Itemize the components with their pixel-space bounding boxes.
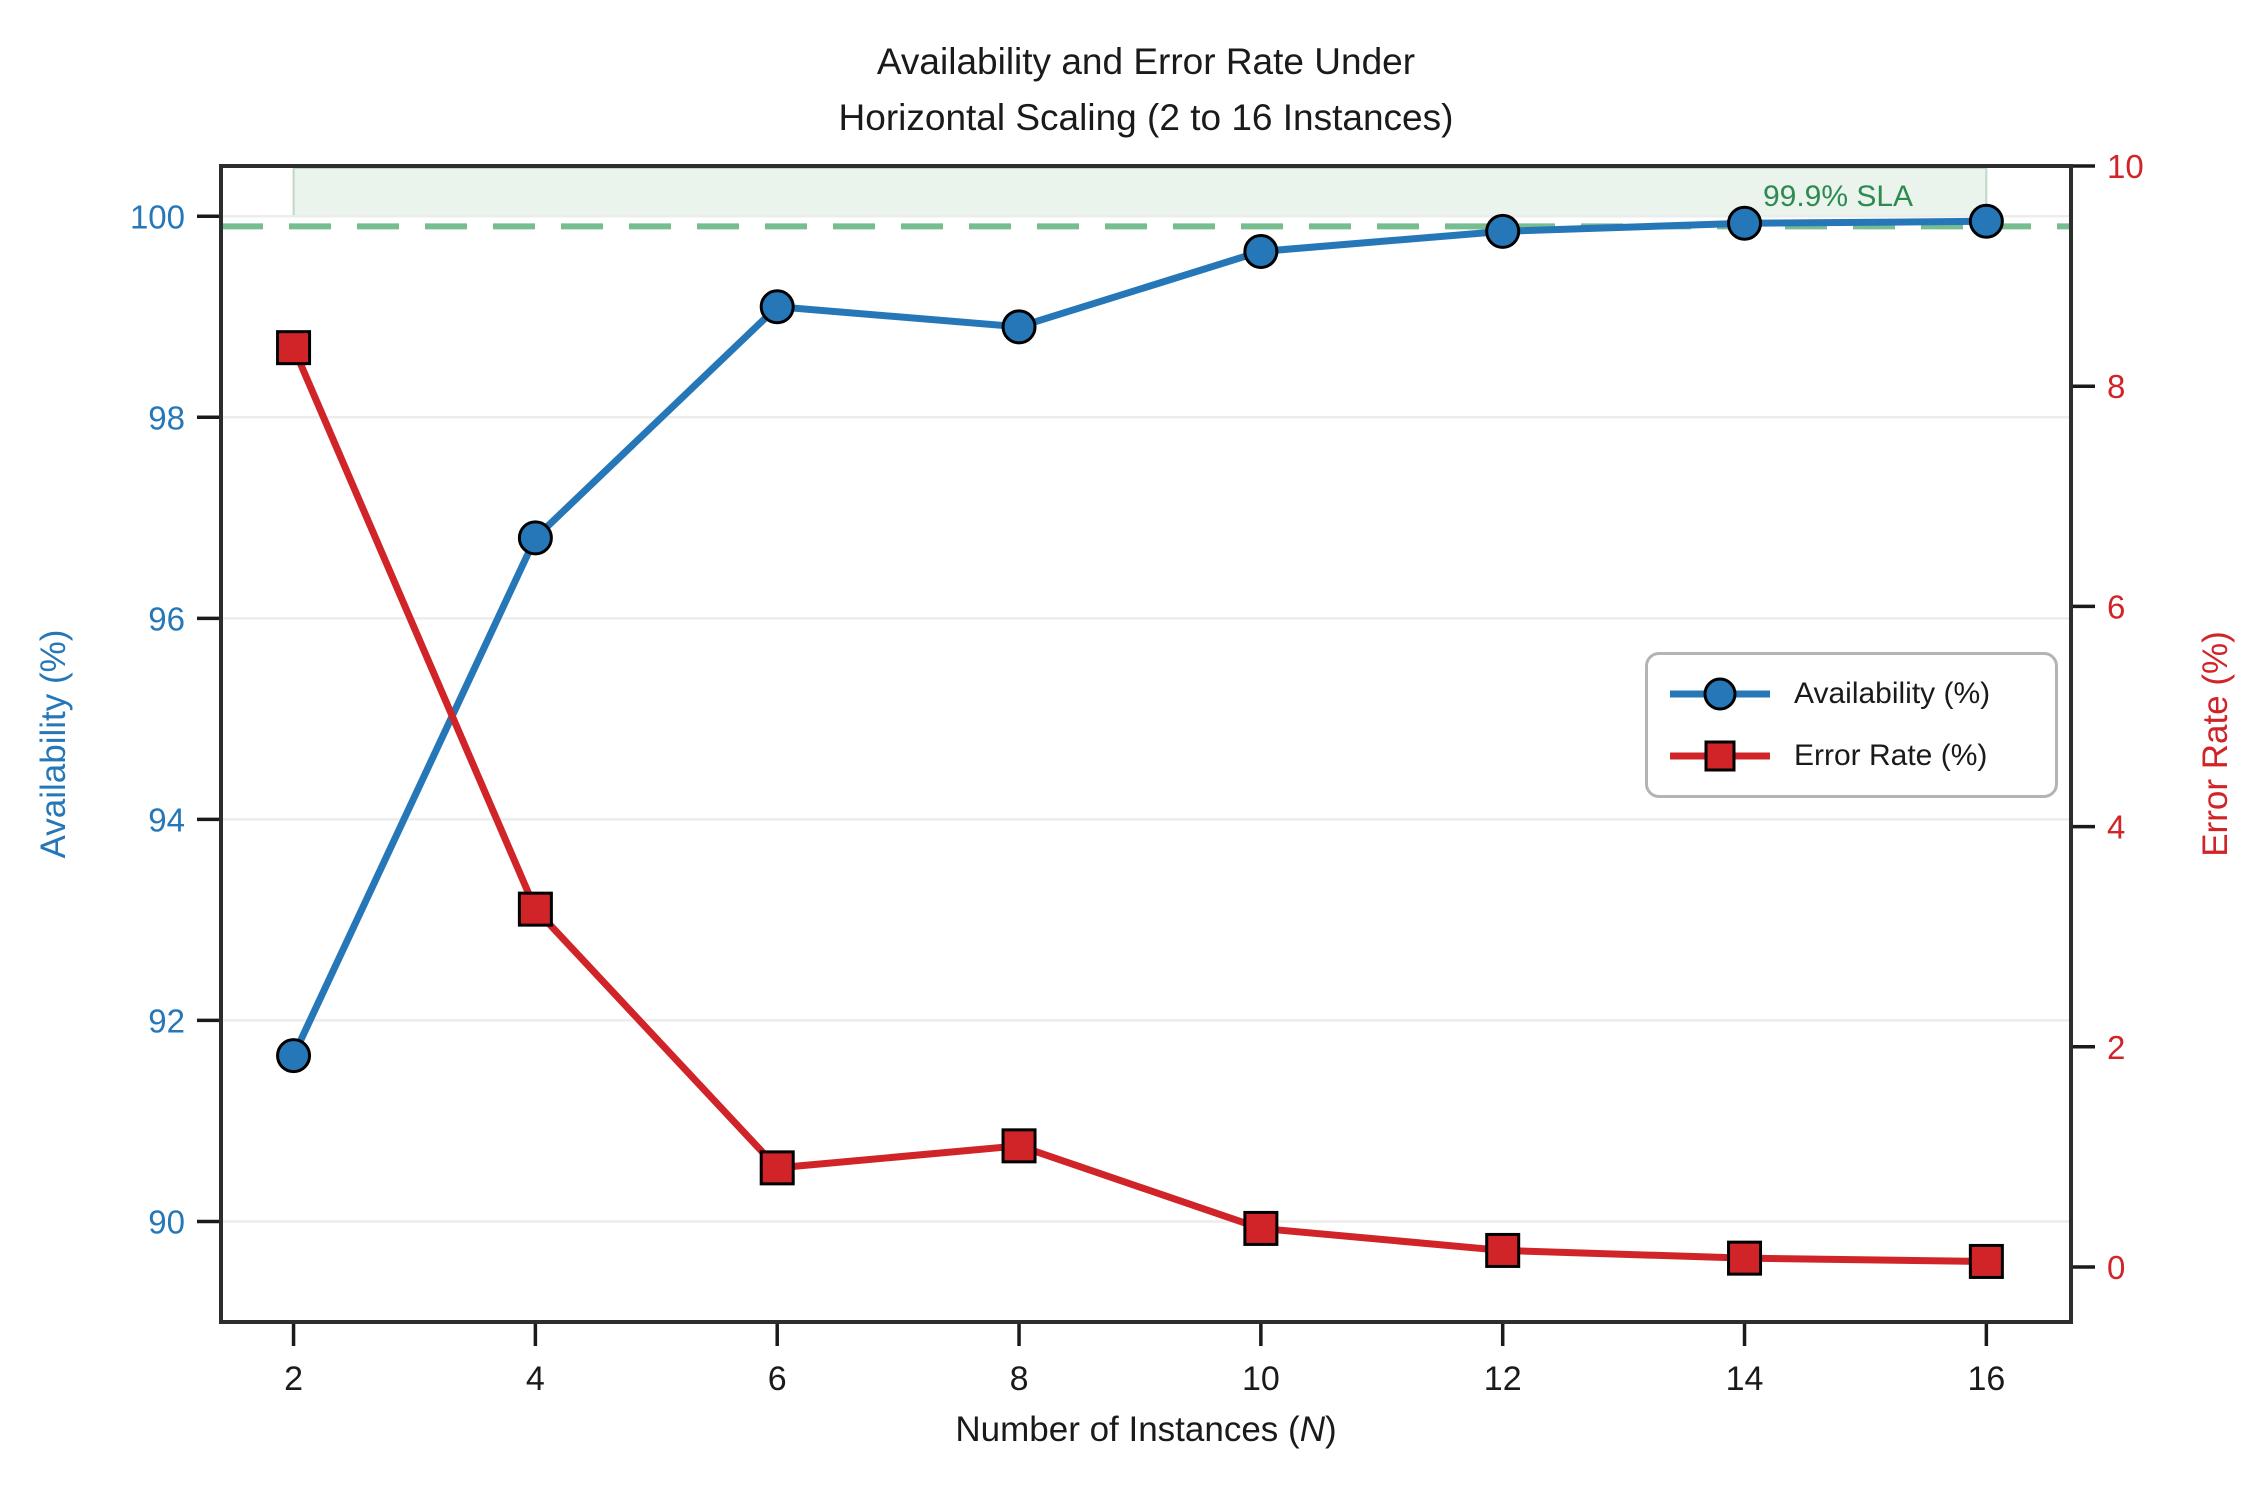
x-tick-label: 16 [1967,1360,2005,1398]
availability-marker [1243,233,1279,269]
y-left-tick-label: 92 [148,1002,185,1039]
x-tick-label: 12 [1484,1360,1522,1398]
availability-marker [276,1038,312,1074]
availability-marker [1485,213,1521,249]
x-axis-label: Number of Instances (N) [955,1410,1336,1450]
y-right-tick-label: 2 [2107,1029,2125,1066]
error-rate-marker [759,1150,795,1186]
x-axis-label-prefix: Number of Instances ( [955,1410,1300,1449]
availability-line [290,217,1990,1060]
y-right-tick-label: 4 [2107,809,2125,846]
sla-band [292,167,1988,218]
availability-marker [759,289,795,325]
sla-annotation: 99.9% SLA [1762,180,1914,213]
error-rate-marker [1001,1128,1037,1164]
error-rate-marker [1485,1232,1521,1268]
y-left-tick-label: 98 [148,399,185,436]
chart-title: Availability and Error Rate Under Horizo… [839,34,1454,146]
error-rate-marker [1243,1210,1279,1246]
legend-label-error-rate: Error Rate (%) [1794,739,1988,772]
chart-title-line2: Horizontal Scaling (2 to 16 Instances) [838,97,1454,138]
availability-line-swatch [1670,677,1770,711]
x-tick-label: 14 [1726,1360,1764,1398]
y-axis-label-right: Error Rate (%) [2196,631,2235,857]
legend-label-availability: Availability (%) [1794,677,1991,710]
availability-marker [517,520,553,556]
error-rate-line-swatch [1670,740,1770,772]
legend-item-error-rate: Error Rate (%) [1648,730,2055,782]
error-rate-marker [1727,1240,1763,1276]
y-right-tick-label: 10 [2107,148,2144,185]
x-axis-label-variable: N [1299,1410,1325,1449]
x-tick-label: 6 [768,1360,787,1398]
error-rate-marker [1968,1243,2004,1279]
error-rate-line [290,344,1990,1265]
x-tick-label: 8 [1010,1360,1029,1398]
availability-marker [1968,203,2004,239]
axis-spines [219,164,2073,1324]
error-rate-marker [276,330,312,366]
y-left-tick-label: 90 [148,1203,185,1240]
legend-item-availability: Availability (%) [1648,668,2055,720]
error-rate-marker [517,891,553,927]
y-left-tick-label: 100 [130,198,185,235]
legend: Availability (%) Error Rate (%) [1645,652,2058,798]
chart-title-line1: Availability and Error Rate Under [876,41,1416,82]
x-tick-label: 10 [1242,1360,1280,1398]
y-axis-label-left: Availability (%) [34,629,73,859]
y-right-tick-label: 8 [2107,368,2125,405]
y-left-tick-label: 94 [148,801,185,838]
availability-marker [1001,309,1037,345]
y-left-tick-label: 96 [148,600,185,637]
x-axis-label-suffix: ) [1324,1410,1337,1449]
availability-marker [1727,205,1763,241]
y-right-tick-label: 6 [2107,588,2125,625]
y-right-tick-label: 0 [2107,1249,2125,1286]
x-tick-label: 2 [284,1360,303,1398]
x-tick-label: 4 [526,1360,545,1398]
